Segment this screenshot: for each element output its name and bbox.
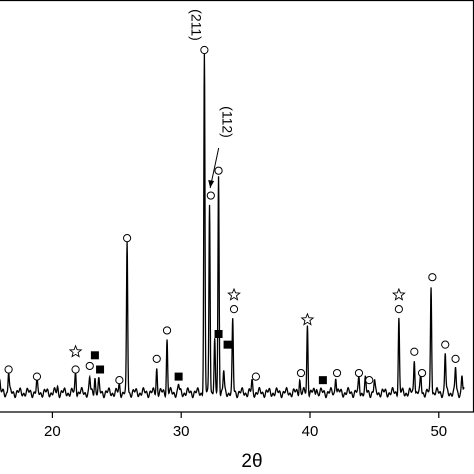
circle-marker-icon [152,354,161,363]
circle-marker-icon [229,305,239,314]
circle-marker-icon [200,45,209,55]
circle-marker-icon [206,191,215,200]
annotation-211-label: (211) [188,9,204,41]
x-tick-label: 40 [302,423,319,440]
circle-marker-icon [451,354,460,363]
square-marker-icon [214,330,223,338]
phase-markers [4,45,460,385]
x-ticks: 20 30 40 50 [44,412,447,440]
square-marker-icon [96,365,105,374]
diffraction-pattern-line [0,52,465,399]
annotation-112-arrowhead-icon [208,180,215,188]
x-tick-label: 30 [173,423,190,440]
circle-marker-icon [296,368,306,378]
circle-marker-icon [123,234,132,243]
circle-marker-icon [115,376,124,385]
star-marker-icon [391,287,406,301]
circle-marker-icon [394,305,403,314]
square-marker-icon [90,351,99,360]
circle-marker-icon [410,347,419,356]
annotation-112-label: (112) [220,106,236,138]
star-marker-icon [300,312,315,326]
circle-marker-icon [71,365,80,374]
square-marker-icon [318,376,327,385]
circle-marker-icon [162,326,172,335]
star-marker-icon [68,344,83,358]
x-axis-title: 2θ [241,451,262,472]
circle-marker-icon [4,365,13,374]
square-marker-icon [174,372,183,381]
x-tick-label: 50 [430,423,447,440]
circle-marker-icon [428,273,437,282]
peak-annotations: (211) (112) [188,9,236,189]
circle-marker-icon [365,376,374,385]
plot-area: (211) (112) [0,9,465,399]
circle-marker-icon [214,166,223,175]
circle-marker-icon [251,372,261,381]
circle-marker-icon [32,372,42,381]
circle-marker-icon [417,368,427,378]
circle-marker-icon [332,368,342,378]
circle-marker-icon [85,361,94,371]
star-marker-icon [227,287,241,301]
circle-marker-icon [354,368,364,378]
square-marker-icon [223,340,232,349]
circle-marker-icon [441,340,450,349]
x-tick-label: 20 [44,423,61,440]
